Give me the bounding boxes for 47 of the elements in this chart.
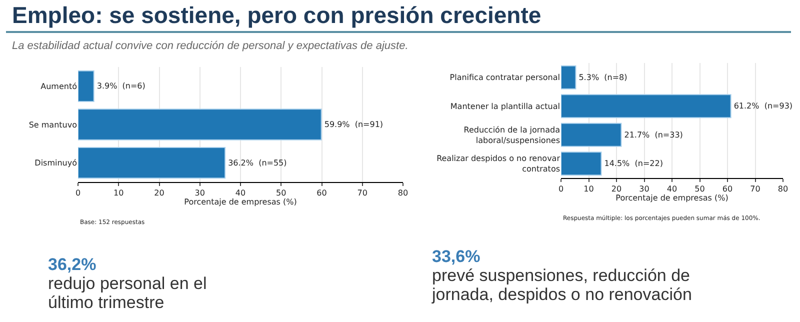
x-tick-label: 20 bbox=[154, 188, 164, 198]
bar bbox=[78, 108, 322, 140]
x-tick-label: 60 bbox=[316, 188, 327, 198]
data-label: 5.3% (n=8) bbox=[578, 72, 628, 82]
bar bbox=[561, 65, 576, 90]
x-tick-label: 50 bbox=[694, 184, 705, 194]
chart-title: Empleo: se sostiene, pero con presión creciente bbox=[12, 2, 542, 29]
x-tick-label: 0 bbox=[558, 184, 564, 194]
x-tick-label: 70 bbox=[750, 184, 760, 194]
bar bbox=[561, 152, 602, 176]
y-tick-label: Se mantuvo bbox=[28, 120, 78, 130]
text: redujo personal en el último trimestre bbox=[48, 274, 208, 312]
data-label: 3.9% (n=6) bbox=[96, 82, 146, 91]
text: prevé suspensiones, reducción de jornada, despidos o no renovación bbox=[432, 266, 693, 304]
x-tick-label: 10 bbox=[584, 184, 594, 194]
y-tick-label: Mantener la plantilla actual bbox=[450, 102, 560, 111]
x-tick-label: 30 bbox=[639, 184, 650, 194]
x-tick-label: 30 bbox=[194, 188, 205, 198]
data-label: 14.5% (n=22) bbox=[604, 159, 663, 168]
data-label: 59.9% (n=91) bbox=[324, 120, 384, 129]
x-tick-label: 0 bbox=[75, 188, 81, 198]
text: 33,6% bbox=[432, 247, 482, 266]
bar bbox=[78, 70, 94, 102]
y-tick-label: Realizar despidos o no renovar contratos bbox=[436, 154, 561, 174]
x-tick-label: 50 bbox=[276, 188, 286, 198]
x-tick-label: 40 bbox=[235, 188, 246, 198]
x-tick-label: 60 bbox=[722, 184, 733, 194]
text: 36,2% bbox=[48, 255, 98, 274]
x-axis-title: Porcentaje de empresas (%) bbox=[184, 198, 297, 207]
x-tick-label: 80 bbox=[398, 188, 408, 198]
data-label: 21.7% (n=33) bbox=[624, 130, 683, 140]
x-axis-title: Porcentaje de empresas (%) bbox=[616, 194, 728, 203]
x-tick-label: 80 bbox=[778, 184, 788, 194]
x-tick-label: 20 bbox=[611, 184, 622, 194]
x-tick-label: 10 bbox=[114, 188, 124, 198]
y-tick-label: Aumentó bbox=[40, 82, 78, 91]
y-tick-label: Reducción de la jornada laboral/suspensiones bbox=[464, 125, 560, 145]
chart-subtitle: La estabilidad actual convive con reducción de personal y expectativas de ajuste. bbox=[12, 40, 408, 52]
x-tick-label: 70 bbox=[357, 188, 368, 198]
bar bbox=[561, 94, 732, 118]
bar bbox=[561, 122, 622, 147]
x-tick-label: 40 bbox=[666, 184, 678, 194]
data-label: 61.2% (n=93) bbox=[734, 102, 793, 111]
data-label: 36.2% (n=55) bbox=[228, 158, 287, 168]
y-tick-label: Disminuyó bbox=[34, 158, 78, 168]
bar bbox=[78, 147, 226, 179]
y-tick-label: Planifica contratar personal bbox=[450, 73, 560, 82]
